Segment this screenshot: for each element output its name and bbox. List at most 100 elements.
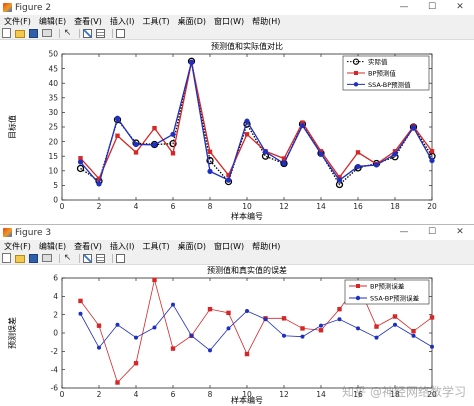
insert-legend-icon[interactable]	[96, 253, 105, 263]
y-tick-label: -2	[51, 347, 59, 356]
menu-help[interactable]: 帮助(H)	[252, 16, 281, 26]
y-tick-label: 45	[48, 64, 58, 73]
insert-colorbar-icon[interactable]	[83, 253, 92, 263]
figure-toolbar: ↖	[0, 27, 474, 40]
legend-label: SSA-BP预测值	[368, 80, 411, 89]
data-point	[133, 141, 139, 148]
menu-tools[interactable]: 工具(T)	[142, 241, 170, 251]
print-icon[interactable]	[42, 254, 52, 262]
new-figure-icon[interactable]	[2, 28, 11, 38]
chart-title: 预测值和实际值对比	[211, 41, 283, 51]
data-point	[281, 160, 287, 167]
x-axis-label: 样本编号	[231, 211, 263, 221]
data-point	[170, 131, 176, 137]
menu-window[interactable]: 窗口(W)	[214, 16, 245, 26]
save-icon[interactable]	[29, 28, 38, 38]
data-point	[337, 175, 342, 180]
data-point	[115, 322, 120, 327]
print-icon[interactable]	[42, 29, 52, 37]
x-tick-label: 6	[171, 202, 176, 211]
close-button[interactable]: ✕	[456, 227, 464, 237]
data-point	[319, 323, 323, 328]
data-point	[318, 328, 324, 333]
x-tick-label: 10	[242, 202, 252, 211]
data-point	[169, 139, 177, 148]
toolbar-separator	[112, 28, 113, 38]
x-tick-label: 18	[390, 202, 400, 211]
menu-file[interactable]: 文件(F)	[4, 16, 31, 26]
legend-marker	[355, 295, 361, 301]
new-figure-icon[interactable]	[2, 253, 11, 263]
edit-plot-cursor-icon[interactable]: ↖	[63, 27, 72, 38]
matlab-figure-icon	[3, 228, 12, 237]
data-point	[97, 345, 101, 350]
data-point	[226, 172, 231, 178]
legend-label: SSA-BP预测误差	[370, 294, 420, 303]
menu-help[interactable]: 帮助(H)	[252, 241, 281, 251]
x-tick-label: 12	[279, 390, 289, 399]
data-point	[374, 324, 379, 329]
data-point	[299, 122, 306, 129]
toolbar-separator	[112, 253, 113, 263]
menu-file[interactable]: 文件(F)	[4, 241, 31, 251]
y-tick-label: 10	[48, 167, 58, 176]
open-file-icon[interactable]	[15, 30, 25, 38]
maximize-button[interactable]: ☐	[427, 2, 437, 12]
x-tick-label: 4	[134, 390, 139, 399]
menu-view[interactable]: 查看(V)	[74, 241, 102, 251]
data-point	[225, 177, 232, 183]
dock-icon[interactable]	[116, 28, 125, 38]
menu-tools[interactable]: 工具(T)	[142, 16, 170, 26]
menu-insert[interactable]: 插入(I)	[109, 16, 135, 26]
toolbar-separator	[59, 28, 60, 38]
edit-plot-cursor-icon[interactable]: ↖	[63, 252, 72, 263]
data-point	[374, 335, 379, 340]
menu-window[interactable]: 窗口(W)	[214, 241, 245, 251]
data-point	[96, 181, 102, 187]
menu-desktop[interactable]: 桌面(D)	[177, 16, 207, 26]
data-point	[78, 311, 83, 316]
data-point	[337, 317, 342, 322]
legend-marker	[352, 58, 360, 65]
menu-view[interactable]: 查看(V)	[74, 16, 102, 26]
data-point	[411, 333, 416, 338]
y-axis-label: 预测误差	[7, 317, 17, 349]
menu-desktop[interactable]: 桌面(D)	[177, 241, 207, 251]
y-axis-label: 目标值	[7, 115, 17, 139]
series-line	[80, 279, 433, 384]
x-tick-label: 16	[353, 390, 363, 399]
menu-edit[interactable]: 编辑(E)	[38, 241, 67, 251]
data-point	[410, 124, 417, 131]
minimize-button[interactable]: —	[399, 2, 409, 12]
data-point	[392, 314, 398, 319]
x-tick-label: 2	[97, 202, 102, 211]
comparison-chart: 0 2 4 6 8 10 12 14 16 18 20 0 5 10 15 20 25 30 35 40 45 50 预测值…	[7, 41, 437, 221]
menu-edit[interactable]: 编辑(E)	[38, 16, 67, 26]
chart-title: 预测值和真实值的误差	[207, 265, 287, 275]
minimize-button[interactable]: —	[399, 227, 409, 237]
data-point	[207, 168, 213, 174]
save-icon[interactable]	[29, 253, 38, 263]
y-tick-label: 15	[48, 152, 58, 161]
legend-label: 实际值	[368, 57, 388, 66]
dock-icon[interactable]	[116, 253, 125, 263]
x-tick-label: 10	[242, 390, 252, 399]
open-file-icon[interactable]	[15, 255, 25, 263]
y-tick-label: 5	[53, 181, 58, 190]
x-tick-label: 8	[208, 202, 213, 211]
data-point	[115, 133, 120, 138]
series-line	[80, 303, 433, 351]
menu-bar: 文件(F) 编辑(E) 查看(V) 插入(I) 工具(T) 桌面(D) 窗口(W…	[0, 15, 474, 27]
maximize-button[interactable]: ☐	[427, 227, 437, 237]
insert-colorbar-icon[interactable]	[83, 28, 92, 38]
data-point	[336, 177, 343, 183]
x-tick-label: 2	[97, 390, 102, 399]
data-point	[133, 361, 139, 366]
error-chart: 0 2 4 6 8 10 12 14 16 18 20 -6 -4 -2 0 2 4 6 预测值和真实值的误差样本编…	[7, 265, 437, 405]
close-button[interactable]: ✕	[456, 2, 464, 12]
series-line	[80, 62, 433, 180]
data-point	[151, 142, 158, 148]
menu-insert[interactable]: 插入(I)	[109, 241, 135, 251]
insert-legend-icon[interactable]	[96, 28, 105, 38]
data-point	[411, 328, 416, 334]
